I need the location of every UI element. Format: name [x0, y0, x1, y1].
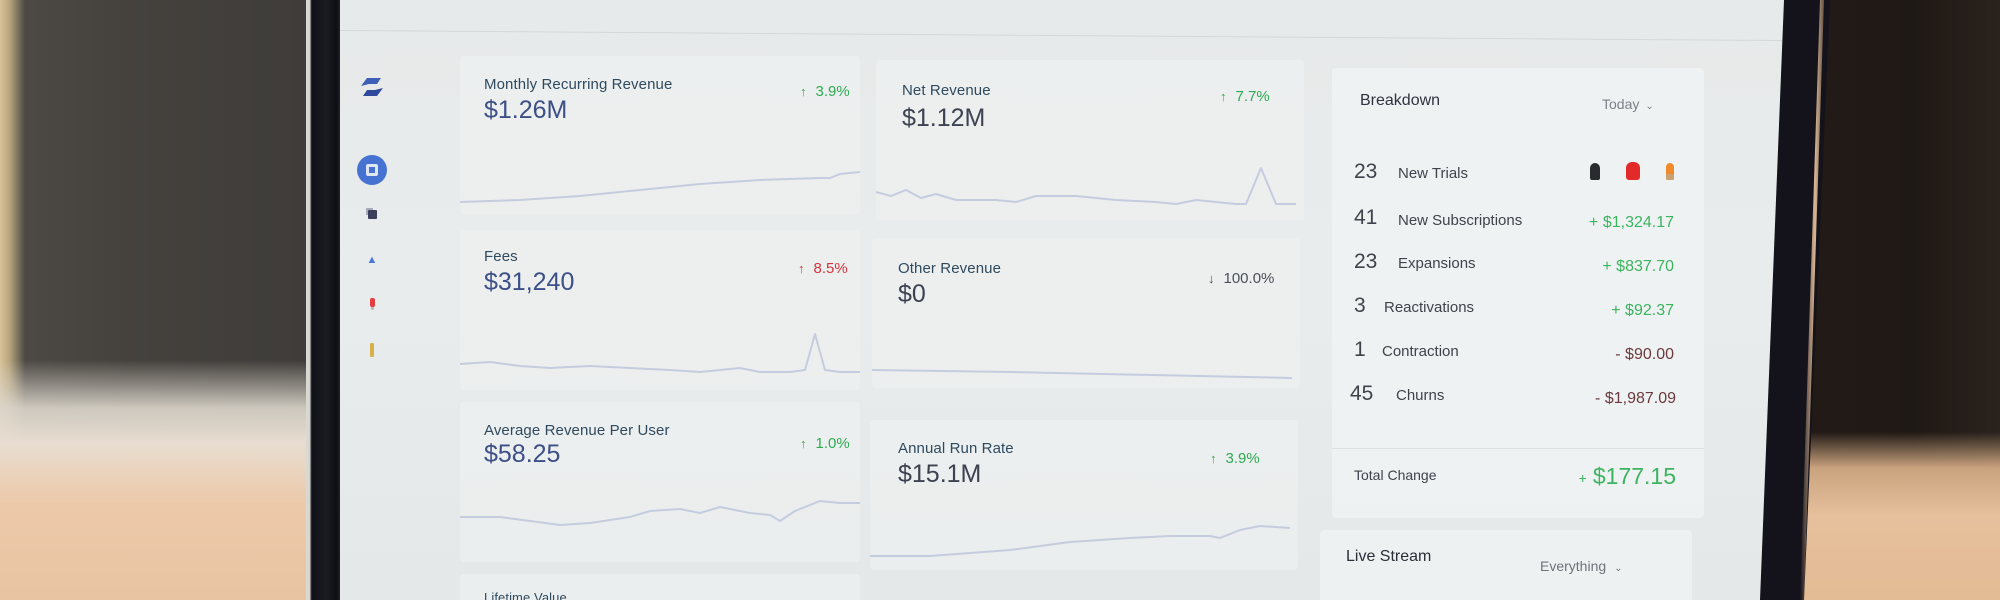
metric-change: ↑ 7.7% [1220, 88, 1270, 105]
avatar[interactable] [1666, 163, 1674, 180]
breakdown-row-reactivations[interactable]: 3 Reactivations + $92.37 [1354, 294, 1674, 319]
metric-card-mrr[interactable]: Monthly Recurring Revenue $1.26M ↑ 3.9% [459, 56, 861, 214]
chevron-down-icon: ⌄ [1645, 101, 1654, 112]
triangle-chart-icon: ▲ [366, 254, 378, 266]
sidebar-item-reports[interactable]: ▲ [355, 254, 389, 266]
divider [1332, 448, 1704, 449]
breakdown-range-dropdown[interactable]: Today ⌄ [1602, 96, 1654, 112]
metric-value: $15.1M [898, 460, 982, 488]
sidebar-item-documents[interactable] [355, 210, 389, 219]
breakdown-title: Breakdown [1360, 92, 1441, 109]
metric-label: Average Revenue Per User [484, 422, 670, 439]
metric-change: ↓ 100.0% [1208, 270, 1275, 287]
metric-value: $0 [898, 280, 926, 308]
sidebar-item-alerts[interactable] [355, 298, 389, 307]
grid-icon [357, 155, 387, 185]
metric-value: $1.12M [902, 104, 986, 132]
metric-card-net-revenue[interactable]: Net Revenue $1.12M ↑ 7.7% [875, 60, 1304, 220]
metric-card-annual-run-rate[interactable]: Annual Run Rate $15.1M ↑ 3.9% [870, 420, 1298, 570]
total-change-label: Total Change [1354, 467, 1437, 483]
breakdown-row-new-trials[interactable]: 23 New Trials [1354, 160, 1674, 188]
bars-icon [370, 343, 374, 357]
avatar[interactable] [1626, 162, 1640, 180]
sparkline-arpu [460, 500, 860, 526]
avatar[interactable] [1590, 163, 1600, 180]
sidebar-item-settings[interactable] [355, 343, 389, 357]
background-left [0, 0, 312, 600]
metric-change: ↑ 3.9% [800, 83, 850, 100]
live-stream-panel: Live Stream Everything ⌄ [1320, 530, 1692, 600]
breakdown-row-new-subscriptions[interactable]: 41 New Subscriptions + $1,324.17 [1354, 206, 1674, 231]
metric-change: ↑ 1.0% [800, 435, 850, 452]
metric-label: Fees [484, 248, 518, 265]
metric-change: ↑ 3.9% [1210, 450, 1260, 467]
breakdown-row-expansions[interactable]: 23 Expansions + $837.70 [1354, 250, 1674, 275]
metric-card-fees[interactable]: Fees $31,240 ↑ 8.5% [459, 230, 860, 390]
metric-card-arpu[interactable]: Average Revenue Per User $58.25 ↑ 1.0% [460, 402, 860, 562]
alert-icon [369, 298, 375, 307]
sidebar: ▲ [340, 0, 440, 600]
sparkline-annual-run-rate [870, 525, 1291, 557]
app-logo-icon[interactable] [355, 74, 389, 100]
sparkline-fees [459, 333, 860, 373]
arrow-up-icon: ↑ [798, 261, 805, 276]
metric-value: $31,240 [484, 268, 575, 296]
metric-label: Annual Run Rate [898, 440, 1014, 457]
chevron-down-icon: ⌄ [1614, 563, 1623, 574]
breakdown-row-churns[interactable]: 45 Churns - $1,987.09 [1350, 382, 1676, 407]
stack-icon [367, 210, 377, 219]
arrow-up-icon: ↑ [1210, 451, 1217, 466]
metric-value: $58.25 [484, 440, 561, 468]
sparkline-mrr [459, 171, 861, 203]
live-stream-title: Live Stream [1346, 548, 1432, 565]
laptop-bezel-left [306, 0, 342, 600]
metric-label: Lifetime Value [484, 590, 567, 600]
total-change-value: + $177.15 [1578, 463, 1676, 489]
metric-change: ↑ 8.5% [798, 260, 848, 277]
metric-label: Other Revenue [898, 260, 1002, 277]
breakdown-panel: Breakdown Today ⌄ 23 New Trials 41 New Su… [1332, 68, 1704, 518]
live-stream-filter-dropdown[interactable]: Everything ⌄ [1540, 558, 1623, 574]
dashboard-screen: ▲ Monthly Recurring Revenue $1.26M ↑ 3.9%… [340, 0, 1785, 600]
sidebar-item-dashboard[interactable] [355, 155, 389, 185]
sparkline-other-revenue [871, 369, 1293, 379]
breakdown-row-contraction[interactable]: 1 Contraction - $90.00 [1354, 338, 1674, 363]
metric-label: Monthly Recurring Revenue [484, 76, 673, 93]
arrow-down-icon: ↓ [1208, 271, 1215, 286]
metric-value: $1.26M [484, 96, 568, 124]
header-divider [340, 30, 1785, 42]
trial-avatars [1590, 162, 1674, 180]
metric-label: Net Revenue [902, 82, 991, 99]
arrow-up-icon: ↑ [800, 84, 807, 99]
arrow-up-icon: ↑ [800, 436, 807, 451]
arrow-up-icon: ↑ [1220, 89, 1227, 104]
metric-card-other-revenue[interactable]: Other Revenue $0 ↓ 100.0% [871, 238, 1300, 388]
sparkline-net-revenue [875, 167, 1296, 205]
metric-card-lifetime-value[interactable]: Lifetime Value [460, 574, 860, 600]
